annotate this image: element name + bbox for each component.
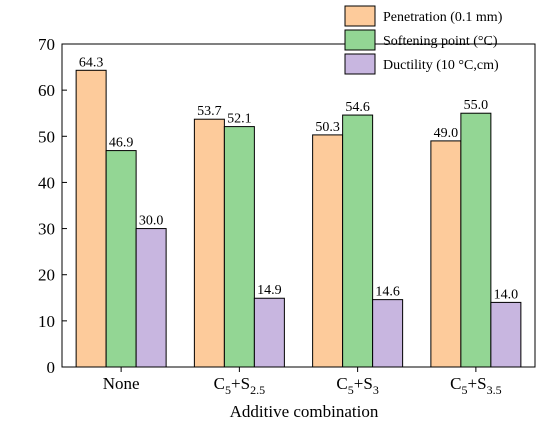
bar: [372, 299, 404, 368]
bar: [312, 134, 344, 368]
data-label: 52.1: [227, 112, 252, 127]
y-tick-label: 50: [38, 127, 55, 146]
bar: [105, 150, 137, 368]
legend: Penetration (0.1 mm) Softening point (°C)…: [344, 5, 503, 75]
data-label: 49.0: [434, 126, 459, 141]
x-axis-label: Additive combination: [230, 402, 379, 421]
data-label: 50.3: [315, 120, 340, 135]
data-labels: 64.3 46.9 30.0 53.7 52.1 14.9 50.3 54.6 14.6 49.0…: [79, 55, 518, 302]
data-label: 55.0: [464, 98, 489, 113]
x-tick-label: C5+S2.5: [214, 374, 265, 397]
data-label: 14.0: [494, 287, 519, 302]
data-label: 64.3: [79, 55, 104, 70]
y-tick-label: 10: [38, 312, 55, 331]
legend-swatch: [344, 29, 376, 51]
y-tick-label: 40: [38, 173, 55, 192]
bar: [253, 297, 285, 368]
bar: [460, 112, 492, 368]
x-tick-label: C5+S3: [336, 374, 378, 397]
y-tick-label: 20: [38, 266, 55, 285]
plot-border: [61, 43, 536, 368]
data-label: 30.0: [139, 214, 164, 229]
data-label: 46.9: [109, 136, 134, 151]
y-tick-label: 70: [38, 35, 55, 54]
y-axis-ticks: 0 10 20 30 40 50 60 70: [38, 35, 67, 377]
bars: [75, 69, 522, 368]
bar: [75, 69, 107, 368]
bar: [193, 118, 225, 368]
data-label: 54.6: [345, 100, 370, 115]
legend-label: Penetration (0.1 mm): [383, 10, 503, 25]
data-label: 14.6: [375, 285, 400, 300]
y-tick-label: 0: [47, 358, 56, 377]
legend-swatch: [344, 5, 376, 27]
y-tick-label: 30: [38, 220, 55, 239]
legend-label: Ductility (10 °C,cm): [383, 58, 499, 73]
y-tick-label: 60: [38, 81, 55, 100]
bar: [430, 140, 462, 368]
bar: [223, 126, 255, 368]
bar: [490, 301, 522, 368]
bar: [342, 114, 374, 368]
data-label: 53.7: [197, 104, 222, 119]
x-tick-label: C5+S3.5: [450, 374, 501, 397]
x-axis-ticks: None C5+S2.5 C5+S3 C5+S3.5: [103, 367, 502, 397]
plot-frame: [61, 43, 536, 368]
bar: [135, 228, 167, 368]
legend-swatch: [344, 53, 376, 75]
x-tick-label: None: [103, 374, 140, 393]
legend-label: Softening point (°C): [383, 34, 498, 49]
data-label: 14.9: [257, 283, 282, 298]
